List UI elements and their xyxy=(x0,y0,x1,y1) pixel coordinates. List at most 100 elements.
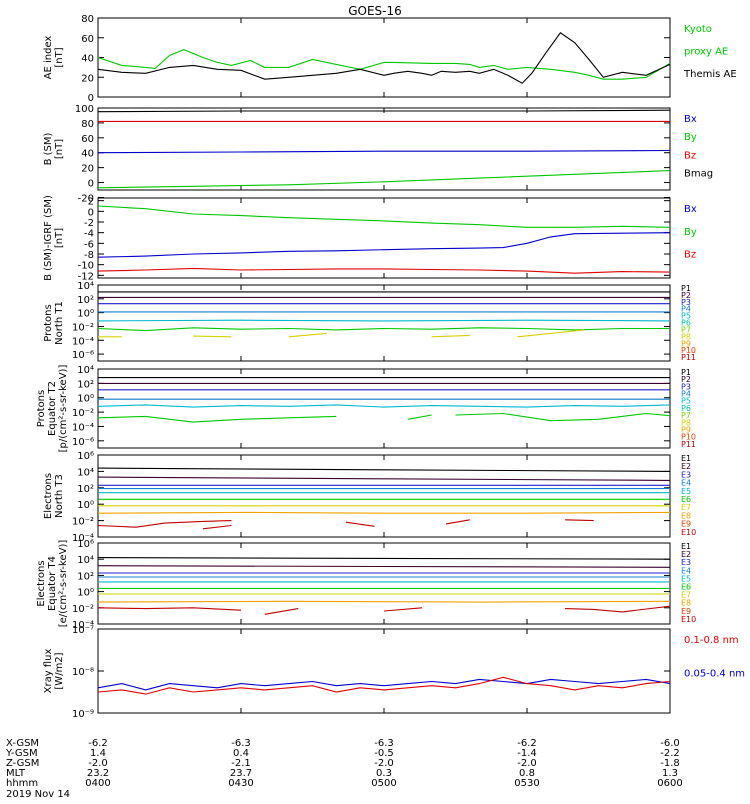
legend-entry-eequator: E3 xyxy=(681,558,691,567)
y-axis-label-eequator: Equator T4 xyxy=(47,556,58,611)
y-axis-label-enorth: Electrons xyxy=(43,473,54,519)
series-line-ae xyxy=(97,32,671,84)
series-line-pequator xyxy=(97,404,671,408)
y-axis-label-ae: AE index xyxy=(43,36,54,80)
series-line-eequator xyxy=(97,557,671,560)
y-tick-label-pnorth: 10² xyxy=(77,295,94,306)
x-tick-value: -6.3 xyxy=(374,738,394,749)
x-tick-value: 0600 xyxy=(657,778,682,789)
y-tick-label-eequator: 10⁰ xyxy=(77,588,94,599)
y-tick-label-ae: 60 xyxy=(81,34,94,45)
panel-frame-ae xyxy=(97,17,671,98)
legend-entry-pnorth: P5 xyxy=(681,312,691,321)
y-tick-label-pequator: 10⁰ xyxy=(77,394,94,405)
y-axis-label-pequator: [p/(cm²-s-sr-keV)] xyxy=(58,365,69,453)
legend-entry-pnorth: P11 xyxy=(681,353,696,362)
series-line-enorth xyxy=(97,520,232,528)
x-tick-value: -2.0 xyxy=(517,758,537,769)
legend-entry-pequator: P6 xyxy=(681,404,691,413)
legend-entry-pequator: P10 xyxy=(681,433,696,442)
series-line-pnorth xyxy=(97,327,670,332)
legend-entry-pequator: P4 xyxy=(681,390,691,399)
legend-entry-pequator: P7 xyxy=(681,411,691,420)
y-tick-label-pequator: 10² xyxy=(77,379,94,390)
x-tick-value: 0.8 xyxy=(519,768,535,779)
legend-entry-bsm: Bz xyxy=(684,150,696,161)
y-tick-label-pequator: 10⁻⁴ xyxy=(72,422,94,433)
series-line-pnorth xyxy=(431,334,470,338)
y-tick-label-eequator: 10⁴ xyxy=(77,555,94,566)
panel-frame-eequator xyxy=(97,542,671,625)
y-axis-label-bdiff: B (SM)-IGRF (SM) xyxy=(43,195,54,281)
y-axis-label-pequator: Equator T2 xyxy=(47,381,58,436)
x-tick-value: -6.2 xyxy=(88,738,108,749)
y-tick-label-xray: 10⁻⁹ xyxy=(72,709,94,720)
series-line-xray xyxy=(97,676,671,695)
y-axis-label-enorth: North T3 xyxy=(54,474,65,518)
legend-entry-enorth: E6 xyxy=(681,495,691,504)
y-tick-label-bsm: 0 xyxy=(88,179,94,190)
legend-entry-eequator: E2 xyxy=(681,550,691,559)
y-axis-label-pequator: Protons xyxy=(36,390,47,427)
y-axis-label-xray: [W/m2] xyxy=(54,652,65,689)
legend-entry-bdiff: By xyxy=(684,227,697,238)
legend-entry-eequator: E6 xyxy=(681,583,691,592)
y-tick-label-bdiff: -4 xyxy=(84,229,94,240)
panel-frame-xray xyxy=(97,628,671,714)
legend-entry-pnorth: P9 xyxy=(681,339,691,348)
y-tick-label-bdiff: 2 xyxy=(88,197,94,208)
legend-entry-xray: 0.05-0.4 nm xyxy=(684,669,745,680)
legend-entry-pequator: P8 xyxy=(681,418,691,427)
series-line-pequator xyxy=(407,414,432,420)
series-line-pnorth xyxy=(288,332,327,338)
y-tick-label-pequator: 10⁻⁶ xyxy=(72,437,94,448)
series-line-bdiff xyxy=(97,205,671,228)
x-tick-value: 0.4 xyxy=(233,748,249,759)
x-tick-value: -2.0 xyxy=(88,758,108,769)
x-tick-value: 0400 xyxy=(85,778,110,789)
chart-title: GOES-16 xyxy=(348,4,402,18)
y-tick-label-ae: 20 xyxy=(81,73,94,84)
y-tick-label-pequator: 10⁻² xyxy=(72,408,94,419)
y-axis-label-bsm: [nT] xyxy=(54,139,65,159)
legend-entry-pequator: P3 xyxy=(681,382,691,391)
x-tick-value: 0500 xyxy=(371,778,396,789)
x-row-label: Z-GSM xyxy=(6,758,39,769)
panel-frame-enorth xyxy=(97,454,671,538)
y-tick-label-bsm: 60 xyxy=(81,134,94,145)
y-axis-label-xray: Xray flux xyxy=(43,649,54,694)
panel-frame-pequator xyxy=(97,368,671,449)
legend-entry-pequator: P2 xyxy=(681,375,691,384)
y-tick-label-bdiff: -8 xyxy=(84,250,94,261)
series-line-eequator xyxy=(264,608,299,615)
y-tick-label-bsm: 80 xyxy=(81,119,94,130)
legend-entry-enorth: E4 xyxy=(681,479,691,488)
legend-entry-eequator: E10 xyxy=(681,615,696,624)
x-tick-value: 0530 xyxy=(514,778,539,789)
y-tick-label-enorth: 10⁴ xyxy=(77,467,94,478)
y-axis-label-ae: [nT] xyxy=(54,47,65,67)
legend-entry-pnorth: P7 xyxy=(681,325,691,334)
legend-entry-pnorth: P10 xyxy=(681,346,696,355)
legend-entry-enorth: E8 xyxy=(681,511,691,520)
y-tick-label-eequator: 10⁶ xyxy=(77,539,94,550)
series-line-eequator xyxy=(97,607,242,611)
y-tick-label-pnorth: 10⁰ xyxy=(77,309,94,320)
series-line-bsm xyxy=(97,149,671,154)
x-tick-value: -0.5 xyxy=(374,748,394,759)
y-axis-label-eequator: Electrons xyxy=(36,560,47,606)
legend-entry-pequator: P1 xyxy=(681,368,691,377)
y-tick-label-enorth: 10⁻⁴ xyxy=(72,533,94,544)
legend-entry-enorth: E2 xyxy=(681,462,691,471)
x-row-label: hhmm xyxy=(6,778,38,789)
legend-entry-ae: proxy AE xyxy=(684,47,728,58)
series-line-bsm xyxy=(97,170,671,189)
legend-entry-bsm: Bmag xyxy=(684,169,713,180)
series-line-bsm xyxy=(97,109,671,113)
series-line-bdiff xyxy=(97,232,671,258)
x-tick-value: 1.3 xyxy=(662,768,678,779)
x-tick-value: 0.3 xyxy=(376,768,392,779)
panel-frame-pnorth xyxy=(97,284,671,362)
y-tick-label-bdiff: -6 xyxy=(84,239,94,250)
y-tick-label-enorth: 10⁻² xyxy=(72,517,94,528)
